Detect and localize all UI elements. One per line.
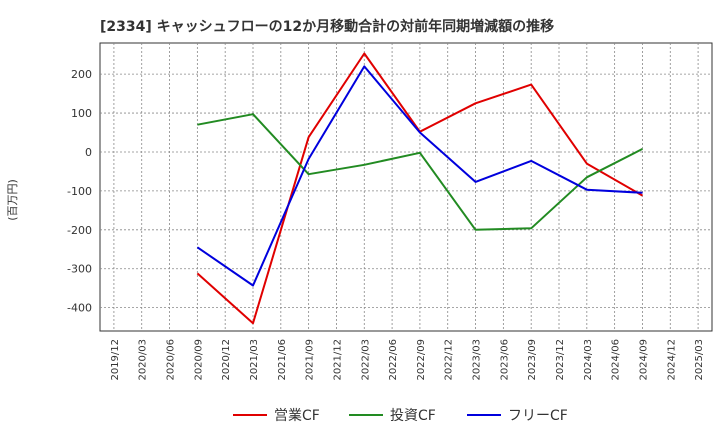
x-tick-label: 2022/03 bbox=[360, 339, 371, 381]
x-tick-label: 2020/09 bbox=[193, 339, 204, 381]
x-tick-label: 2021/09 bbox=[305, 339, 316, 381]
x-tick-label: 2023/06 bbox=[499, 339, 510, 381]
y-tick-label: -400 bbox=[67, 302, 92, 315]
series-lines bbox=[196, 52, 643, 325]
plot-area bbox=[99, 42, 713, 332]
x-tick-label: 2023/12 bbox=[555, 339, 566, 381]
x-tick-label: 2021/03 bbox=[249, 339, 260, 381]
chart-title: [2334] キャッシュフローの12か月移動合計の対前年同期増減額の推移 bbox=[100, 18, 554, 35]
x-tick-label: 2023/09 bbox=[527, 339, 538, 381]
y-tick-label: 100 bbox=[71, 107, 92, 120]
y-tick-labels: 200 100 0 -100 -200 -300 -400 bbox=[67, 68, 92, 315]
x-tick-label: 2023/03 bbox=[472, 339, 483, 381]
x-tick-labels: 2019/12 2020/03 2020/06 2020/09 2020/12 2021/… bbox=[110, 339, 705, 381]
y-tick-label: 0 bbox=[85, 146, 92, 159]
y-tick-label: 200 bbox=[71, 68, 92, 81]
y-axis-label: (百万円) bbox=[6, 179, 19, 221]
x-tick-label: 2021/12 bbox=[332, 339, 343, 381]
legend-label: 営業CF bbox=[274, 408, 320, 424]
y-tick-label: -200 bbox=[67, 224, 92, 237]
x-tick-label: 2020/03 bbox=[138, 339, 149, 381]
x-tick-label: 2022/06 bbox=[388, 339, 399, 381]
x-tick-label: 2025/03 bbox=[694, 339, 705, 381]
legend: 営業CF 投資CF フリーCF bbox=[233, 408, 568, 424]
x-tick-label: 2020/06 bbox=[166, 339, 177, 381]
plot-background bbox=[99, 42, 713, 332]
x-tick-label: 2019/12 bbox=[110, 339, 121, 381]
x-tick-label: 2024/03 bbox=[583, 339, 594, 381]
x-tick-label: 2024/06 bbox=[611, 339, 622, 381]
grid bbox=[100, 43, 712, 331]
legend-label: 投資CF bbox=[390, 408, 436, 424]
y-tick-label: -100 bbox=[67, 185, 92, 198]
x-tick-label: 2021/06 bbox=[277, 339, 288, 381]
y-tick-label: -300 bbox=[67, 263, 92, 276]
x-tick-label: 2022/09 bbox=[416, 339, 427, 381]
x-tick-label: 2022/12 bbox=[444, 339, 455, 381]
x-tick-label: 2024/12 bbox=[666, 339, 677, 381]
series-line bbox=[196, 65, 643, 287]
legend-label: フリーCF bbox=[508, 408, 568, 424]
x-tick-label: 2024/09 bbox=[638, 339, 649, 381]
x-tick-label: 2020/12 bbox=[221, 339, 232, 381]
series-line bbox=[197, 113, 643, 231]
